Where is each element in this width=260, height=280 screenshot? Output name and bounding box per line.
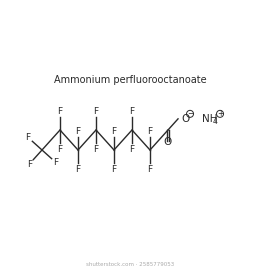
Text: F: F xyxy=(93,144,99,153)
Text: O: O xyxy=(164,137,172,147)
Text: O: O xyxy=(181,114,189,124)
Text: F: F xyxy=(75,165,81,174)
Text: F: F xyxy=(112,165,116,174)
Text: shutterstock.com · 2585779053: shutterstock.com · 2585779053 xyxy=(86,263,174,267)
Text: +: + xyxy=(217,109,223,118)
Text: F: F xyxy=(75,127,81,136)
Text: 4: 4 xyxy=(213,117,217,126)
Text: −: − xyxy=(187,109,193,118)
Text: F: F xyxy=(129,144,135,153)
Text: F: F xyxy=(93,106,99,116)
Text: F: F xyxy=(25,133,30,142)
Text: F: F xyxy=(112,127,116,136)
Text: F: F xyxy=(147,127,153,136)
Text: F: F xyxy=(147,165,153,174)
Text: F: F xyxy=(27,160,32,169)
Text: F: F xyxy=(54,158,59,167)
Text: NH: NH xyxy=(202,114,218,124)
Text: F: F xyxy=(129,106,135,116)
Text: F: F xyxy=(57,144,63,153)
Text: Ammonium perfluorooctanoate: Ammonium perfluorooctanoate xyxy=(54,75,206,85)
Text: F: F xyxy=(57,106,63,116)
